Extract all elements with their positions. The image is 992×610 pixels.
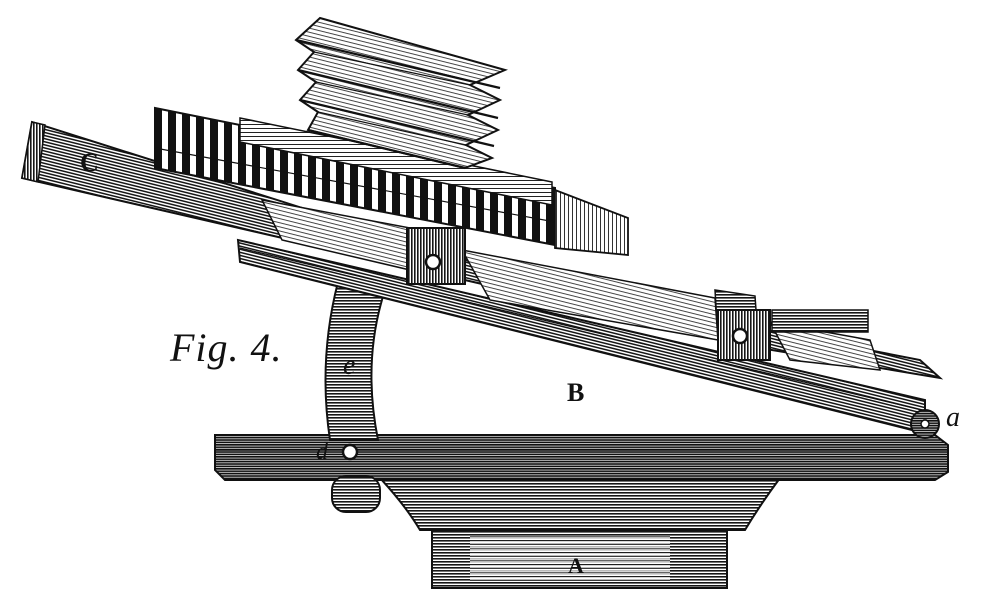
label-C: C — [80, 148, 99, 177]
label-B: B — [567, 378, 585, 407]
label-e: e — [343, 350, 356, 381]
clamp-screw-left — [424, 253, 442, 271]
label-A: A — [568, 553, 584, 578]
figure-caption: Fig. 4. — [170, 325, 283, 370]
clamp-block-right — [717, 309, 771, 361]
clamp-block-left — [406, 227, 466, 285]
clamp-screw-right — [731, 327, 749, 345]
pivot-screw-d — [341, 443, 359, 461]
label-d: d — [316, 439, 328, 465]
base-column-A — [377, 477, 782, 589]
curved-support-e — [324, 280, 387, 441]
base-plate — [214, 434, 949, 481]
label-a: a — [946, 402, 960, 433]
threaded-screw — [294, 16, 508, 170]
pillar-foot — [331, 475, 381, 513]
